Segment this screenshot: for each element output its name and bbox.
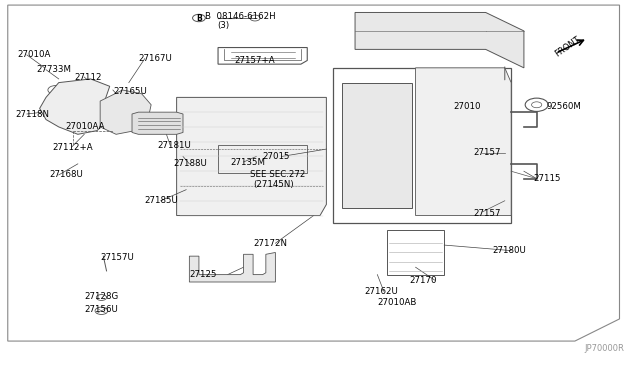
Polygon shape bbox=[100, 90, 151, 134]
Text: 27168U: 27168U bbox=[49, 170, 83, 179]
Text: 27128G: 27128G bbox=[84, 292, 118, 301]
Text: 27118N: 27118N bbox=[15, 109, 49, 119]
Bar bbox=[333, 68, 511, 223]
Text: 27112+A: 27112+A bbox=[52, 143, 93, 152]
Text: 27157+A: 27157+A bbox=[234, 56, 275, 65]
Polygon shape bbox=[177, 97, 326, 215]
Text: 27156U: 27156U bbox=[84, 305, 118, 314]
Text: 27010AB: 27010AB bbox=[378, 298, 417, 307]
Text: JP70000R: JP70000R bbox=[584, 344, 625, 353]
Text: 27015: 27015 bbox=[262, 152, 290, 161]
Text: 27167U: 27167U bbox=[138, 54, 172, 63]
Polygon shape bbox=[189, 253, 275, 282]
Text: 27180U: 27180U bbox=[492, 246, 526, 255]
Text: 27010: 27010 bbox=[454, 102, 481, 111]
Text: 27157U: 27157U bbox=[100, 253, 134, 263]
Text: 27733M: 27733M bbox=[36, 65, 72, 74]
Text: SEE SEC.272: SEE SEC.272 bbox=[250, 170, 305, 179]
Polygon shape bbox=[415, 68, 511, 215]
Text: FRONT: FRONT bbox=[553, 35, 582, 58]
Polygon shape bbox=[355, 13, 524, 68]
Polygon shape bbox=[40, 79, 109, 134]
Text: 27135M: 27135M bbox=[231, 157, 266, 167]
Text: B  08146-6162H: B 08146-6162H bbox=[205, 12, 276, 21]
Text: 27010AA: 27010AA bbox=[65, 122, 104, 131]
Text: 27172N: 27172N bbox=[253, 239, 287, 248]
Text: 27188U: 27188U bbox=[173, 159, 207, 169]
Text: 27170: 27170 bbox=[409, 276, 436, 285]
Bar bbox=[387, 230, 444, 275]
Text: 27185U: 27185U bbox=[145, 196, 179, 205]
Text: 27157: 27157 bbox=[473, 209, 500, 218]
Text: 27112: 27112 bbox=[75, 73, 102, 81]
Text: (3): (3) bbox=[217, 21, 229, 30]
Text: 27010A: 27010A bbox=[17, 51, 51, 60]
Polygon shape bbox=[342, 83, 412, 208]
Text: 27181U: 27181U bbox=[157, 141, 191, 150]
Text: 27115: 27115 bbox=[534, 174, 561, 183]
Text: 27157: 27157 bbox=[473, 148, 500, 157]
Polygon shape bbox=[132, 112, 183, 134]
Text: 92560M: 92560M bbox=[546, 102, 581, 111]
Bar bbox=[218, 145, 307, 173]
Text: 27165U: 27165U bbox=[113, 87, 147, 96]
Text: 27162U: 27162U bbox=[365, 287, 399, 296]
Text: B: B bbox=[196, 13, 202, 22]
Text: (27145N): (27145N) bbox=[253, 180, 294, 189]
Text: 27125: 27125 bbox=[189, 270, 217, 279]
